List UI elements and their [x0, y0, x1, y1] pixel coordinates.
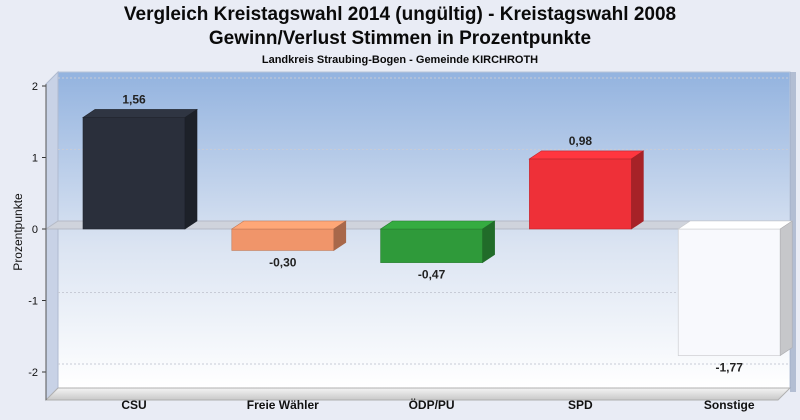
category-label: Freie Wähler: [247, 398, 319, 412]
x-axis: CSU Freie Wähler ÖDP/PU SPD Sonstige: [121, 397, 755, 412]
chart-title: Vergleich Kreistagswahl 2014 (ungültig) …: [123, 4, 677, 25]
bar-ödp-pu: [379, 220, 496, 264]
bars: [82, 108, 794, 357]
bar-side: [779, 220, 793, 357]
data-labels: 1,56 -0,30 -0,47 0,98 -1,77: [122, 92, 743, 374]
data-label: -0,30: [269, 255, 297, 269]
bar-top: [230, 220, 347, 230]
category-label: SPD: [568, 398, 593, 412]
category-label: ÖDP/PU: [409, 397, 455, 412]
chart-subsubtitle: Landkreis Straubing-Bogen - Gemeinde KIR…: [261, 54, 539, 66]
data-label: -0,47: [418, 268, 446, 282]
y-tick-label: 1: [32, 153, 38, 165]
data-label: -1,77: [716, 361, 744, 375]
bar-side: [184, 108, 198, 230]
y-axis: 2 1 0 -1 -2: [28, 81, 47, 400]
bar-sonstige: [677, 220, 794, 357]
bar-top: [379, 220, 496, 230]
bar-freie-wähler: [230, 220, 347, 252]
data-label: 1,56: [122, 92, 146, 106]
bar-top: [82, 109, 198, 118]
y-tick-label: 2: [32, 81, 38, 93]
y-axis-label: Prozentpunkte: [11, 193, 25, 271]
bar-top: [528, 150, 645, 160]
category-label: CSU: [121, 398, 146, 412]
bar-front: [82, 117, 186, 230]
bar-front: [380, 228, 483, 263]
bar-front: [677, 228, 781, 356]
category-label: Sonstige: [704, 398, 755, 412]
left-wall: [45, 70, 59, 402]
y-tick-label: 0: [32, 224, 38, 236]
chart-subtitle: Gewinn/Verlust Stimmen in Prozentpunkte: [208, 28, 592, 49]
bar-csu: [82, 108, 198, 230]
bar-spd: [528, 150, 645, 230]
bar-side: [333, 220, 347, 252]
bar-top: [677, 220, 794, 230]
y-tick-label: -2: [28, 367, 38, 379]
bar-front: [529, 158, 632, 230]
data-label: 0,98: [569, 134, 593, 148]
y-tick-label: -1: [28, 296, 38, 308]
right-edge: [790, 72, 796, 392]
bar-side: [482, 220, 495, 264]
bar-front: [231, 228, 335, 251]
bar-side: [631, 150, 644, 230]
